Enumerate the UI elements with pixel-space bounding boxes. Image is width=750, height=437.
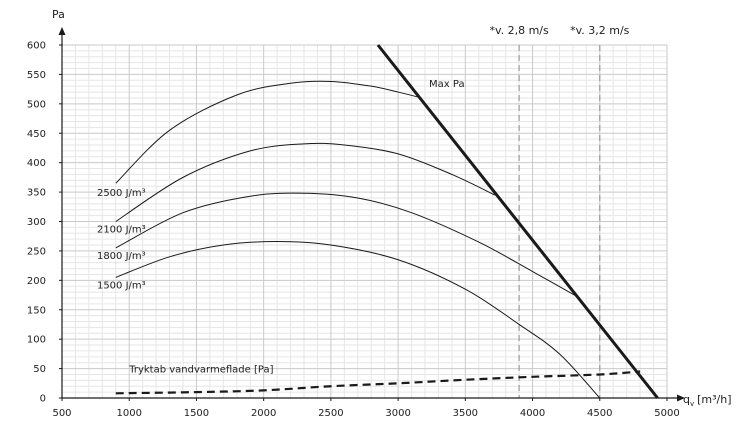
x-tick-label: 500	[52, 408, 71, 419]
y-tick-label: 400	[27, 158, 46, 169]
y-tick-label: 300	[27, 217, 46, 228]
velocity-lines: *v. 2,8 m/s *v. 3,2 m/s	[489, 24, 630, 398]
x-tick-label: 2000	[251, 408, 276, 419]
curve-label: 1800 J/m³	[97, 251, 146, 262]
velocity-label: *v. 2,8 m/s	[489, 24, 549, 37]
velocity-label: *v. 3,2 m/s	[570, 24, 630, 37]
y-tick-label: 350	[27, 188, 46, 199]
series-line	[115, 370, 641, 395]
y-tick-label: 200	[27, 276, 46, 287]
series-line	[115, 80, 422, 184]
tick-labels: 500 1000 1500 2000 2500 3000 3500 4000 4500 5000 0…	[27, 41, 680, 420]
series-line	[115, 192, 580, 299]
curve-label: Tryktab vandvarmeflade [Pa]	[128, 365, 273, 376]
x-tick-label: 4500	[587, 408, 612, 419]
y-axis-arrow	[58, 27, 66, 35]
y-tick-label: 600	[27, 41, 46, 52]
y-tick-label: 50	[33, 364, 46, 375]
y-tick-label: 550	[27, 70, 46, 81]
x-tick-label: 2500	[318, 408, 343, 419]
x-axis-label-unit: [m³/h]	[697, 393, 731, 406]
series-line	[376, 44, 659, 399]
series-line	[115, 240, 601, 399]
x-tick-label: 5000	[654, 408, 679, 419]
y-tick-label: 500	[27, 99, 46, 110]
curve-label: 2500 J/m³	[97, 188, 146, 199]
x-axis-arrow	[677, 394, 685, 402]
y-tick-label: 250	[27, 246, 46, 257]
y-tick-label: 450	[27, 129, 46, 140]
x-axis-label-sub: v	[690, 400, 694, 408]
x-axis-label: qv [m³/h]	[683, 393, 732, 408]
series-group	[115, 44, 659, 399]
curve-labels: 2500 J/m³ 2100 J/m³ 1800 J/m³ 1500 J/m³ Max …	[97, 79, 465, 375]
x-tick-label: 1500	[184, 408, 209, 419]
x-tick-label: 1000	[116, 408, 141, 419]
y-axis-label: Pa	[52, 8, 65, 21]
curve-label: 2100 J/m³	[97, 225, 146, 236]
curve-label: Max Pa	[429, 79, 465, 90]
curve-label: 1500 J/m³	[97, 280, 146, 291]
y-tick-label: 100	[27, 335, 46, 346]
x-axis-label-main: q	[683, 393, 690, 406]
x-tick-label: 3500	[453, 408, 478, 419]
x-tick-label: 3000	[385, 408, 410, 419]
y-tick-label: 0	[40, 394, 46, 405]
y-tick-label: 150	[27, 305, 46, 316]
axes	[58, 27, 685, 402]
x-tick-label: 4000	[520, 408, 545, 419]
series-line	[115, 142, 496, 222]
